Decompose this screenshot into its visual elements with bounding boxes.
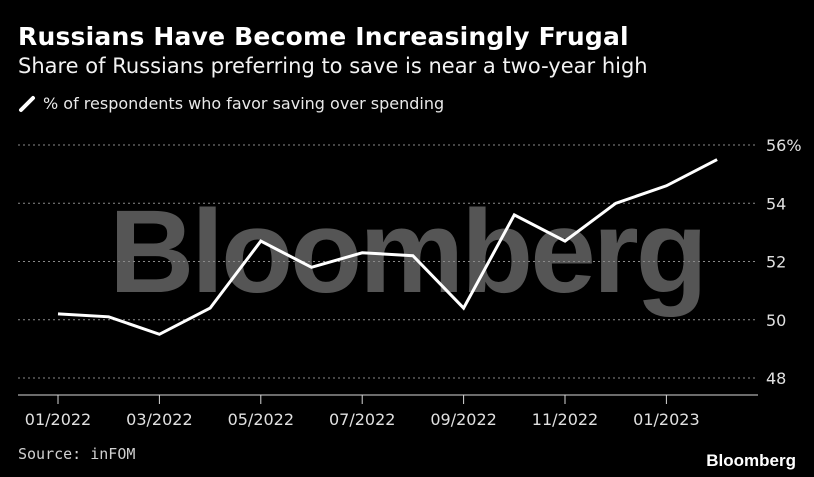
legend-line-icon xyxy=(19,95,35,112)
legend-label: % of respondents who favor saving over s… xyxy=(43,94,445,113)
watermark: Bloomberg xyxy=(109,186,705,318)
series-line xyxy=(57,158,718,336)
chart-title: Russians Have Become Increasingly Frugal xyxy=(18,22,629,51)
x-tick-label: 01/2023 xyxy=(633,410,699,429)
y-tick-label: 52 xyxy=(766,253,786,272)
y-tick-label: 56% xyxy=(766,136,802,155)
source-note: Source: inFOM xyxy=(18,445,136,463)
x-tick-label: 07/2022 xyxy=(329,410,395,429)
chart-subtitle: Share of Russians preferring to save is … xyxy=(18,54,648,78)
x-tick-label: 01/2022 xyxy=(25,410,91,429)
y-tick-label: 48 xyxy=(766,369,786,388)
x-tick-label: 11/2022 xyxy=(532,410,598,429)
bloomberg-logo: Bloomberg xyxy=(706,451,796,470)
y-tick-label: 50 xyxy=(766,311,786,330)
x-tick-label: 05/2022 xyxy=(228,410,294,429)
x-tick-label: 03/2022 xyxy=(126,410,192,429)
y-tick-label: 54 xyxy=(766,194,786,213)
x-tick-label: 09/2022 xyxy=(430,410,496,429)
legend: % of respondents who favor saving over s… xyxy=(18,94,444,113)
